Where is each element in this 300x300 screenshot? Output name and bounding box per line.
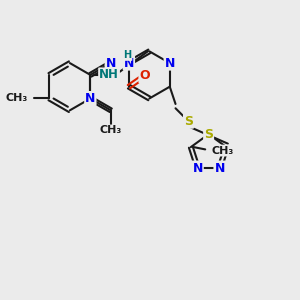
Text: H: H (123, 50, 131, 60)
Text: N: N (165, 57, 175, 70)
Text: N: N (124, 57, 134, 70)
Text: CH₃: CH₃ (6, 94, 28, 103)
Text: N: N (192, 161, 203, 175)
Text: CH₃: CH₃ (100, 125, 122, 135)
Text: S: S (204, 128, 213, 141)
Text: O: O (140, 69, 150, 82)
Text: N: N (106, 57, 116, 70)
Text: S: S (184, 115, 193, 128)
Text: N: N (85, 92, 95, 105)
Text: NH: NH (99, 68, 119, 81)
Text: CH₃: CH₃ (212, 146, 234, 156)
Text: N: N (214, 161, 225, 175)
